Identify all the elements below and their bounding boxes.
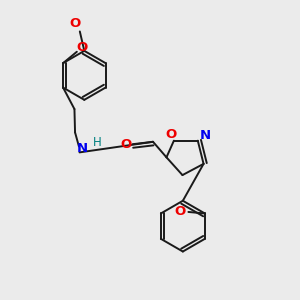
Text: N: N [200, 129, 211, 142]
Text: O: O [166, 128, 177, 141]
Text: N: N [77, 142, 88, 155]
Text: O: O [70, 17, 81, 31]
Text: O: O [175, 205, 186, 218]
Text: O: O [121, 138, 132, 151]
Text: O: O [76, 41, 88, 54]
Text: H: H [92, 136, 101, 149]
